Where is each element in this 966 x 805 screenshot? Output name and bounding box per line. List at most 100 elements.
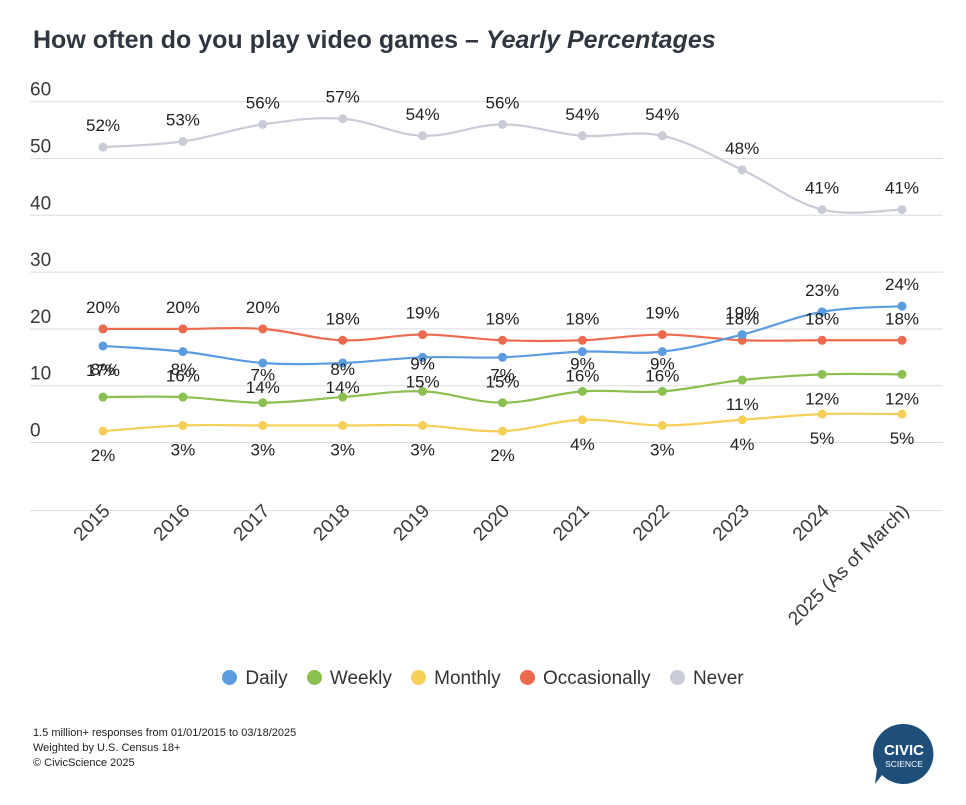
data-point-daily[interactable] [98,341,108,351]
data-point-weekly[interactable] [98,392,108,402]
x-tick-label: 2016 [150,501,195,546]
logo-bubble [872,723,934,784]
data-label-weekly: 8% [171,360,196,379]
y-tick-label: 40 [30,193,51,214]
data-label-never: 52% [86,116,120,135]
data-labels: 17% 16% 14% 14% 15% 15% 16% 16% 19% 23% 24% 8% 8% 7% 8… [86,88,919,465]
data-point-monthly[interactable] [418,420,428,430]
data-point-daily[interactable] [897,301,907,311]
legend-item-monthly[interactable]: Monthly [411,668,501,690]
legend-item-occasionally[interactable]: Occasionally [519,668,651,690]
data-point-daily[interactable] [418,352,428,362]
legend-item-daily[interactable]: Daily [222,668,288,690]
legend-item-weekly[interactable]: Weekly [306,668,392,690]
data-point-weekly[interactable] [418,386,428,396]
y-tick-label: 10 [30,364,51,385]
data-point-weekly[interactable] [737,375,747,385]
data-point-never[interactable] [498,119,507,129]
legend-dot-daily [222,670,238,685]
y-tick-label: 50 [30,137,51,158]
data-point-never[interactable] [338,114,348,124]
data-point-weekly[interactable] [657,386,667,396]
x-tick-label: 2021 [549,501,594,546]
data-point-monthly[interactable] [498,426,507,436]
data-label-never: 53% [166,110,200,129]
data-point-occasionally[interactable] [897,335,907,345]
x-tick-label: 2017 [230,501,275,546]
x-tick-label: 2020 [469,501,514,546]
data-point-never[interactable] [577,131,587,141]
y-axis-ticks: 0 10 20 30 40 50 60 [30,80,51,442]
data-point-monthly[interactable] [897,409,907,419]
data-point-occasionally[interactable] [338,335,348,345]
chart-title-main: How often do you play video games – [33,26,486,54]
data-point-occasionally[interactable] [577,335,587,345]
data-label-occasionally: 18% [326,309,360,328]
data-point-never[interactable] [98,142,108,152]
data-label-daily: 17% [86,361,120,380]
data-point-monthly[interactable] [657,420,667,430]
data-label-weekly: 8% [91,360,116,379]
footer-copyright: © CivicScience 2025 [33,757,135,769]
data-label-weekly: 12% [885,389,919,408]
data-point-occasionally[interactable] [98,324,108,334]
data-point-monthly[interactable] [98,426,108,436]
data-point-monthly[interactable] [817,409,827,419]
data-label-daily: 24% [885,275,919,294]
data-point-weekly[interactable] [577,386,587,396]
data-point-never[interactable] [817,205,827,215]
data-point-monthly[interactable] [178,420,188,430]
data-label-monthly: 3% [410,440,435,459]
data-point-daily[interactable] [817,307,827,317]
data-point-monthly[interactable] [577,415,587,425]
data-point-occasionally[interactable] [258,324,268,334]
data-point-occasionally[interactable] [178,324,188,334]
data-label-monthly: 2% [91,446,116,465]
data-point-daily[interactable] [657,347,667,357]
data-point-weekly[interactable] [817,369,827,379]
data-label-weekly: 7% [251,366,276,385]
data-point-daily[interactable] [338,358,348,368]
data-point-weekly[interactable] [258,398,268,408]
data-point-never[interactable] [737,165,747,175]
data-label-monthly: 4% [570,435,595,454]
data-point-occasionally[interactable] [498,335,507,345]
data-point-never[interactable] [657,131,667,141]
data-point-weekly[interactable] [498,398,507,408]
data-label-occasionally: 19% [645,304,679,323]
y-tick-label: 60 [30,80,51,101]
legend-label-occasionally: Occasionally [542,668,651,689]
data-point-monthly[interactable] [737,415,747,425]
legend-label-never: Never [692,668,744,689]
data-point-daily[interactable] [258,358,268,368]
data-label-monthly: 5% [810,429,835,448]
legend-dot-monthly [411,670,427,685]
legend-item-never[interactable]: Never [669,668,744,690]
data-point-monthly[interactable] [338,420,348,430]
data-point-never[interactable] [258,119,268,129]
x-tick-label: 2015 [70,501,115,546]
data-point-occasionally[interactable] [657,330,667,340]
data-point-weekly[interactable] [897,369,907,379]
data-point-never[interactable] [418,131,428,141]
data-point-weekly[interactable] [338,392,348,402]
data-point-monthly[interactable] [258,420,268,430]
data-label-daily: 19% [725,304,759,323]
legend-dot-weekly [306,670,322,685]
data-label-daily: 23% [805,281,839,300]
legend-label-daily: Daily [245,668,288,689]
data-point-occasionally[interactable] [418,330,428,340]
data-point-daily[interactable] [737,330,747,340]
legend: Daily Weekly Monthly Occasionally Never [0,668,966,690]
data-label-weekly: 9% [650,354,675,373]
legend-label-weekly: Weekly [329,668,392,689]
data-point-daily[interactable] [498,352,507,362]
data-point-occasionally[interactable] [817,335,827,345]
data-point-never[interactable] [178,136,188,146]
data-point-weekly[interactable] [178,392,188,402]
data-point-daily[interactable] [178,347,188,357]
x-tick-label: 2023 [709,501,754,546]
data-label-daily: 16% [645,367,679,386]
data-point-daily[interactable] [577,347,587,357]
data-point-never[interactable] [897,205,907,215]
